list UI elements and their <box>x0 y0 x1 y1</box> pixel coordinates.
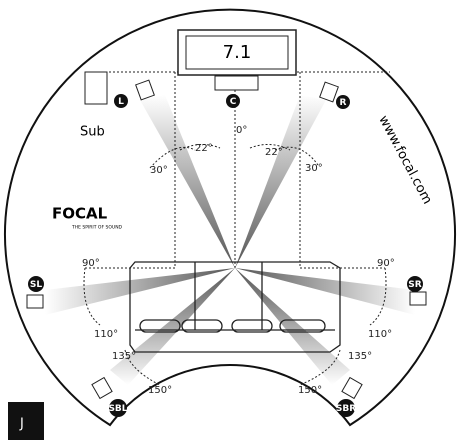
room-outline <box>4 8 456 427</box>
subwoofer <box>84 71 108 105</box>
speaker-label: SBL <box>108 404 127 414</box>
angle-label: 110° <box>94 329 118 340</box>
corner-label: J <box>19 417 24 432</box>
angle-label: 90° <box>377 258 395 269</box>
angle-label: 30° <box>150 165 168 176</box>
angle-label: 90° <box>82 258 100 269</box>
corner-badge <box>8 402 44 440</box>
angle-label: 150° <box>148 385 172 396</box>
speaker-badge <box>114 94 128 108</box>
sofa <box>129 261 341 353</box>
speaker-icons <box>26 79 427 400</box>
speaker-badge <box>109 399 127 417</box>
beams <box>45 95 415 385</box>
angle-label: 135° <box>348 351 372 362</box>
speaker-label: SBR <box>336 404 356 414</box>
angle-label: 0° <box>236 125 247 136</box>
speaker-label: SR <box>408 280 421 290</box>
speaker-badge <box>28 276 44 292</box>
angle-label: 110° <box>368 329 392 340</box>
sub-label: Sub <box>80 125 105 140</box>
brand-name: FOCAL <box>52 205 108 223</box>
speaker-label: R <box>340 98 347 108</box>
angle-label: 30° <box>305 163 323 174</box>
speaker-label: C <box>230 97 237 107</box>
speaker-badge <box>226 94 240 108</box>
screen-label: 7.1 <box>223 42 252 63</box>
brand-tagline: THE SPIRIT OF SOUND <box>71 225 123 231</box>
speaker-badge <box>337 399 355 417</box>
speaker-label: L <box>118 97 124 107</box>
angle-label: 22° <box>265 147 283 158</box>
speaker-badge <box>407 276 423 292</box>
angle-label: 135° <box>112 351 136 362</box>
speaker-label: SL <box>30 280 42 290</box>
tv: 7.1 <box>177 29 297 91</box>
speaker-badge <box>336 95 350 109</box>
angle-label: 22° <box>195 143 213 154</box>
angle-label: 150° <box>298 385 322 396</box>
